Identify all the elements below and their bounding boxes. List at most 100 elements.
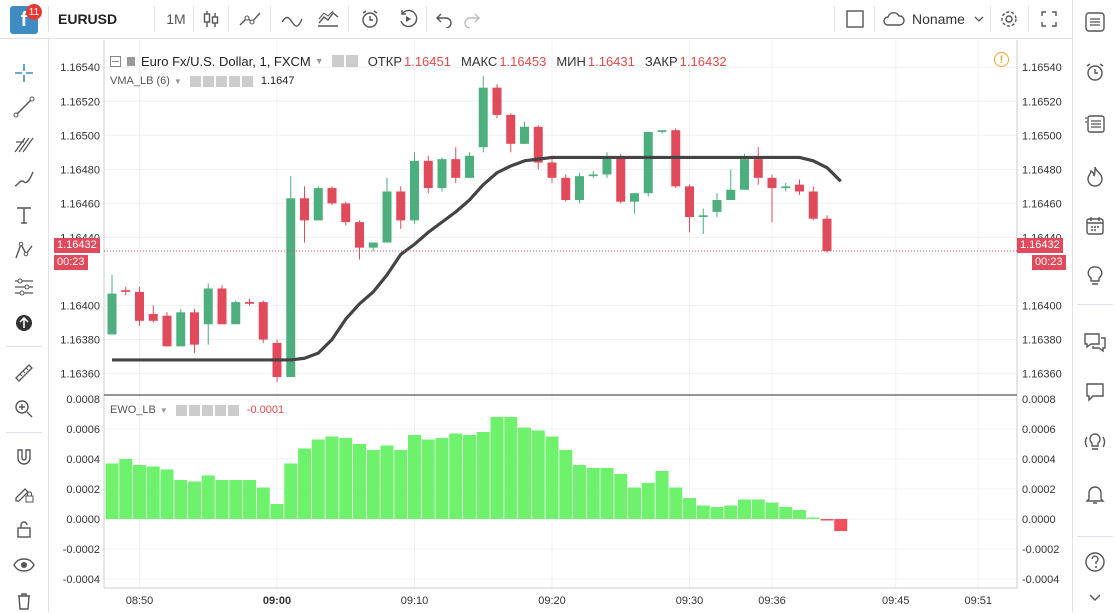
ewo-bar — [408, 435, 421, 519]
ewo-legend: EWO_LB ▼ -0.0001 — [110, 402, 284, 418]
candle-body — [107, 293, 117, 335]
messages-icon[interactable] — [1081, 378, 1109, 406]
help-icon[interactable] — [1081, 548, 1109, 576]
ewo-bar — [724, 505, 738, 519]
time-tick: 09:30 — [676, 595, 704, 607]
ewo-tick-right: 0.0004 — [1022, 454, 1056, 466]
zoom-in-icon[interactable] — [10, 395, 38, 423]
layout-name-button[interactable]: Noname — [912, 11, 965, 27]
eye-icon[interactable] — [10, 551, 38, 579]
candle-body — [808, 191, 818, 219]
ewo-bar — [380, 445, 394, 519]
trash-icon[interactable] — [10, 589, 38, 613]
calendar-icon[interactable] — [1081, 212, 1109, 240]
add-icon[interactable] — [228, 75, 240, 87]
ewo-tick-right: 0.0000 — [1022, 514, 1056, 526]
indicators-icon[interactable] — [236, 6, 264, 32]
price-tick-left: 1.16540 — [60, 62, 100, 74]
close-label: ЗАКР — [644, 53, 678, 69]
idea-bulb-icon[interactable] — [1081, 262, 1109, 290]
lock-drawing-icon[interactable] — [10, 479, 38, 507]
price-tick-right: 1.16500 — [1022, 130, 1062, 142]
price-tick-left: 1.16360 — [60, 369, 100, 381]
pitchfork-icon[interactable] — [10, 129, 38, 157]
watchlist-icon[interactable] — [1081, 8, 1109, 36]
main-legend: Euro Fx/U.S. Dollar, 1, FXCM ▼ ОТКР 1.16… — [110, 52, 727, 70]
time-tick: 09:20 — [538, 595, 566, 607]
hotlist-icon[interactable] — [1081, 162, 1109, 190]
ewo-tick-right: 0.0006 — [1022, 424, 1056, 436]
lock-icon[interactable] — [10, 515, 38, 543]
financials-icon[interactable] — [314, 6, 342, 32]
crosshair-icon[interactable] — [10, 59, 38, 87]
time-tick: 08:50 — [126, 595, 154, 607]
bell-icon[interactable] — [1081, 480, 1109, 508]
candle-body — [520, 126, 529, 144]
settings-small-icon[interactable] — [345, 55, 358, 67]
text-tool-icon[interactable] — [10, 201, 38, 229]
price-tick-left: 1.16460 — [60, 198, 100, 210]
eye-toggle-icon[interactable] — [189, 75, 201, 87]
pattern-icon[interactable] — [10, 237, 38, 265]
ewo-bar — [683, 498, 696, 519]
price-tick-left: 1.16520 — [60, 96, 100, 108]
ewo-bar — [366, 450, 380, 519]
vma-value: 1.1647 — [260, 75, 295, 87]
symbol-search-button[interactable]: EURUSD — [58, 11, 118, 27]
eye-toggle-icon[interactable] — [331, 55, 344, 67]
caret-down-icon[interactable]: ▼ — [314, 56, 324, 66]
ewo-bar — [325, 436, 339, 519]
settings-small-icon[interactable] — [188, 404, 200, 416]
candle-body — [162, 315, 172, 347]
ewo-bar — [490, 417, 504, 519]
scroll-down-icon[interactable] — [1081, 586, 1109, 610]
fullscreen-layout-icon[interactable] — [842, 6, 868, 32]
collapse-icon[interactable] — [110, 55, 121, 67]
source-code-icon[interactable] — [201, 404, 213, 416]
ewo-bar — [669, 487, 683, 519]
prediction-icon[interactable] — [10, 273, 38, 301]
arrow-up-circle-icon[interactable] — [10, 309, 38, 337]
trend-line-icon[interactable] — [10, 93, 38, 121]
brush-icon[interactable] — [10, 165, 38, 193]
undo-icon[interactable] — [432, 6, 456, 32]
settings-small-icon[interactable] — [202, 75, 214, 87]
price-tick-left: 1.16500 — [60, 130, 100, 142]
candle-body — [698, 215, 708, 217]
warning-icon[interactable]: ! — [994, 52, 1009, 67]
ewo-bar — [504, 417, 518, 519]
vma-series-line — [112, 155, 842, 362]
candle-body — [382, 191, 392, 243]
eye-toggle-icon[interactable] — [175, 404, 187, 416]
interval-button[interactable]: 1M — [166, 11, 186, 27]
ruler-icon[interactable] — [10, 359, 38, 387]
magnet-icon[interactable] — [10, 443, 38, 471]
price-tick-left: 1.16400 — [60, 301, 100, 313]
candles-style-icon[interactable] — [198, 6, 224, 32]
add-icon[interactable] — [214, 404, 226, 416]
vma-legend: VMA_LB (6) ▼ 1.1647 — [110, 73, 295, 89]
alarm-clock-icon[interactable] — [1081, 58, 1109, 86]
notification-badge: 11 — [26, 4, 42, 20]
alert-clock-icon[interactable] — [356, 6, 384, 32]
ewo-bar — [476, 432, 490, 519]
compare-icon[interactable] — [278, 6, 306, 32]
chevron-down-icon[interactable] — [972, 8, 986, 30]
time-tick: 09:10 — [401, 595, 429, 607]
expand-icon[interactable] — [1036, 6, 1062, 32]
caret-down-icon[interactable]: ▼ — [173, 76, 182, 86]
ewo-bar — [105, 463, 119, 519]
streams-icon[interactable] — [1081, 428, 1109, 456]
ewo-bar — [628, 487, 641, 519]
replay-icon[interactable] — [394, 6, 422, 32]
gear-icon[interactable] — [996, 6, 1022, 32]
remove-icon[interactable] — [227, 404, 239, 416]
remove-icon[interactable] — [241, 75, 253, 87]
source-code-icon[interactable] — [215, 75, 227, 87]
ewo-bar — [119, 459, 133, 519]
data-window-icon[interactable] — [1081, 110, 1109, 138]
caret-down-icon[interactable]: ▼ — [159, 405, 168, 415]
redo-icon[interactable] — [460, 6, 484, 32]
chat-icon[interactable] — [1081, 328, 1109, 356]
